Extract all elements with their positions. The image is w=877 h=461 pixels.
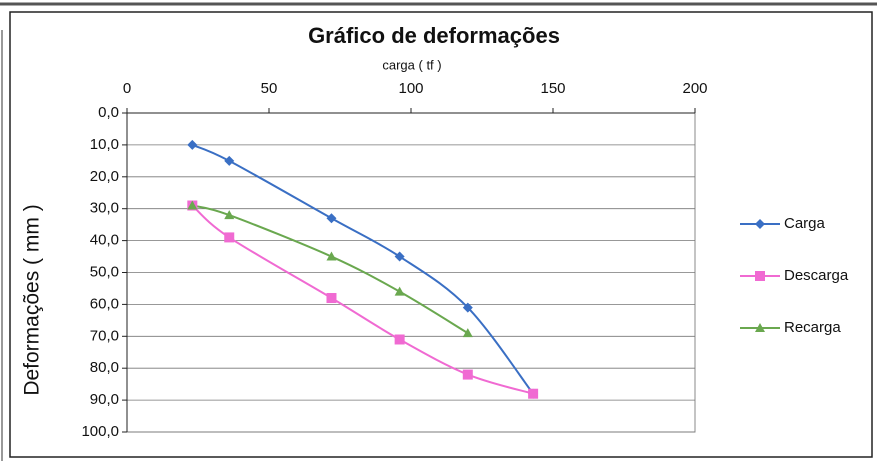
- marker: [326, 293, 337, 304]
- y-tick-label: 20,0: [90, 168, 119, 185]
- x-tick-label: 150: [540, 80, 565, 97]
- marker: [326, 251, 337, 261]
- marker: [326, 213, 337, 224]
- x-tick-label: 50: [261, 80, 278, 97]
- chart-title: Gráfico de deformações: [308, 23, 560, 48]
- marker: [187, 139, 198, 150]
- y-tick-label: 100,0: [81, 423, 119, 440]
- marker: [187, 200, 198, 210]
- marker: [528, 388, 539, 399]
- x-tick-label: 0: [123, 80, 131, 97]
- y-tick-label: 70,0: [90, 327, 119, 344]
- marker: [394, 286, 405, 296]
- y-axis-label: Deformações ( mm ): [21, 204, 44, 395]
- legend-label: Descarga: [784, 267, 849, 284]
- marker: [755, 219, 765, 229]
- marker: [462, 302, 473, 313]
- y-tick-label: 60,0: [90, 295, 119, 312]
- x-tick-label: 100: [398, 80, 423, 97]
- marker: [462, 328, 473, 338]
- x-tick-label: 200: [682, 80, 707, 97]
- marker: [394, 251, 405, 262]
- y-tick-label: 90,0: [90, 391, 119, 408]
- marker: [224, 210, 235, 220]
- y-tick-label: 0,0: [98, 104, 119, 121]
- y-tick-label: 50,0: [90, 263, 119, 280]
- y-tick-label: 40,0: [90, 232, 119, 249]
- marker: [755, 271, 765, 281]
- y-tick-label: 80,0: [90, 359, 119, 376]
- legend-label: Recarga: [784, 319, 841, 336]
- y-tick-label: 10,0: [90, 136, 119, 153]
- y-tick-label: 30,0: [90, 200, 119, 217]
- marker: [462, 369, 473, 380]
- marker: [224, 155, 235, 166]
- marker: [755, 323, 765, 332]
- x-axis-label: carga ( tf ): [382, 57, 441, 72]
- legend-label: Carga: [784, 215, 826, 232]
- marker: [224, 232, 235, 243]
- marker: [394, 334, 405, 345]
